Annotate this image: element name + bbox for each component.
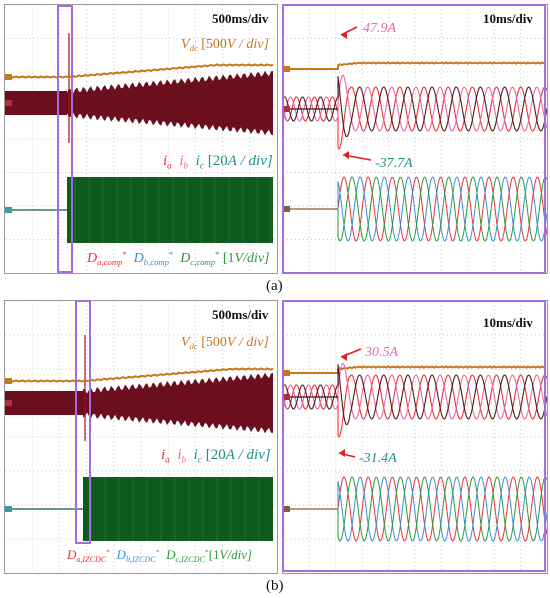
current-band	[83, 372, 273, 434]
red-arrow-icon	[341, 353, 347, 361]
current-band-pre	[5, 91, 67, 115]
peak-positive-b: 30.5A	[365, 345, 399, 360]
vdc-label-b: Vdc [500V / div]	[181, 335, 269, 352]
current-marker	[5, 100, 12, 106]
figure-b: 500ms/div Vdc [500V / div] ia ib ic [20A…	[0, 298, 550, 598]
peak-negative-b: -31.4A	[359, 451, 397, 466]
phase-current-3	[283, 76, 547, 138]
vdc-trace	[5, 63, 274, 79]
vdc-trace	[283, 365, 547, 374]
current-label-a: ia ib ic [20A / div]	[163, 153, 273, 172]
caption-b: (b)	[266, 578, 284, 594]
peak-negative-a: -37.7A	[375, 156, 413, 171]
duty-trace-3	[337, 176, 547, 242]
vdc-label-a: Vdc [500V / div]	[181, 37, 269, 54]
scope-right-a: 10ms/div 47.9A -37.7A	[282, 4, 548, 274]
current-band-pre	[5, 391, 83, 415]
vdc-trace	[5, 367, 274, 383]
vdc-marker	[283, 66, 290, 72]
duty-band	[67, 177, 273, 243]
grid	[283, 301, 547, 573]
duty-trace-3	[337, 476, 547, 542]
current-band	[67, 70, 273, 136]
waveform-right-a	[283, 5, 547, 273]
duty-marker	[283, 506, 290, 512]
figure-a: 500ms/div Vdc [500V / div] ia ib ic [20A…	[0, 0, 550, 298]
timediv-left-b: 500ms/div	[212, 307, 269, 322]
red-arrow-icon	[341, 31, 347, 39]
phase-current-1	[283, 374, 547, 438]
duty-trace-2	[337, 176, 547, 242]
waveform-right-b	[283, 301, 547, 573]
timediv-left-a: 500ms/div	[212, 11, 269, 26]
phase-current-2	[283, 74, 547, 132]
peak-positive-a: 47.9A	[363, 21, 397, 36]
duty-label-b: Da,IZCDC* Db,IZCDC* Dc,IZCDC*[1V/div]	[67, 547, 253, 564]
highlight-frame-right-b	[282, 300, 546, 572]
scope-left-b: 500ms/div Vdc [500V / div] ia ib ic [20A…	[4, 300, 278, 574]
phase-current-2	[283, 362, 547, 420]
duty-marker	[5, 506, 12, 512]
highlight-frame-right-a	[282, 4, 546, 274]
timediv-right-b: 10ms/div	[483, 315, 533, 330]
grid	[283, 5, 547, 273]
duty-trace-2	[337, 476, 547, 542]
duty-trace-1	[337, 476, 547, 542]
red-arrow-icon	[339, 449, 345, 457]
duty-marker	[5, 207, 12, 213]
red-arrow-icon	[343, 151, 349, 159]
vdc-marker	[5, 378, 12, 384]
phase-current-1	[283, 86, 547, 150]
duty-band	[83, 477, 273, 541]
timediv-right-a: 10ms/div	[483, 11, 533, 26]
duty-marker	[283, 206, 290, 212]
vdc-trace	[283, 61, 547, 70]
vdc-marker	[5, 74, 12, 80]
caption-a: (a)	[266, 278, 283, 294]
scope-right-b: 10ms/div 30.5A -31.4A	[282, 300, 548, 574]
duty-trace-1	[337, 176, 547, 242]
highlight-window-left-a	[57, 5, 73, 273]
scope-left-a: 500ms/div Vdc [500V / div] ia ib ic [20A…	[4, 4, 278, 274]
current-label-b: ia ib ic [20A / div]	[161, 447, 271, 466]
waveform-left-a	[5, 5, 277, 273]
waveform-left-b	[5, 301, 277, 573]
current-marker	[5, 400, 12, 406]
phase-current-3	[283, 364, 547, 426]
duty-label-a: Da,comp* Db,comp* Dc,comp* [1V/div]	[87, 250, 270, 268]
highlight-window-left-b	[75, 300, 91, 544]
current-marker	[283, 394, 290, 400]
current-marker	[283, 106, 290, 112]
vdc-marker	[283, 370, 290, 376]
